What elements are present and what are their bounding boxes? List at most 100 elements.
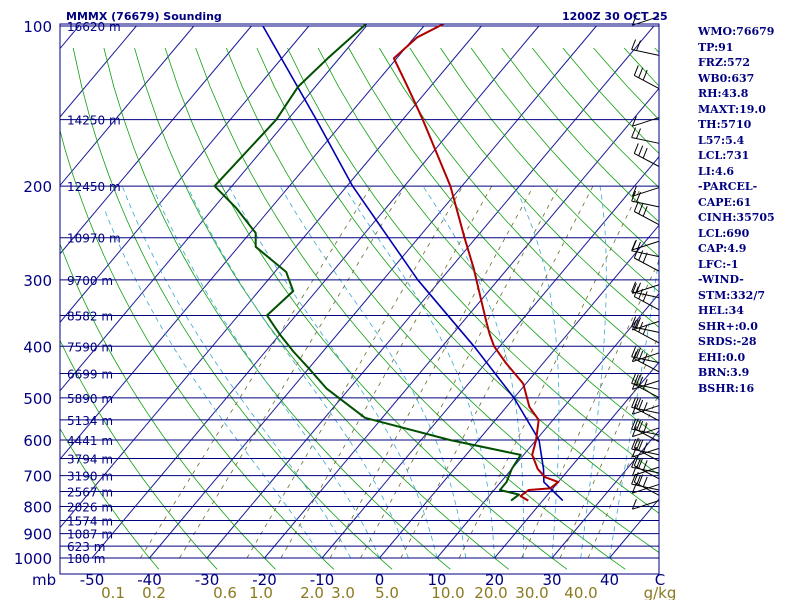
height-label: 1574 m [67, 514, 113, 528]
dry-adiabat-line [348, 47, 659, 401]
index-line: CAP:4.9 [698, 242, 747, 255]
wind-barb [633, 348, 660, 373]
wind-barb-feather [638, 350, 644, 362]
wind-barb-feather [633, 286, 639, 297]
wind-barb-feather [642, 442, 648, 453]
wind-barb-shaft [632, 187, 660, 197]
height-label: 4441 m [67, 434, 113, 448]
temperature-tick-label: 30 [542, 571, 561, 589]
temperature-tick-label: -50 [80, 571, 105, 589]
wind-barb-shaft [631, 49, 660, 56]
wind-barb-feather [638, 440, 644, 451]
isotherm-line [91, 25, 540, 559]
indices-panel: WMO:76679 TP:91 FRZ:572 WB0:637 RH:43.8 MAXT:… [698, 24, 798, 396]
wind-barb [633, 143, 660, 167]
wind-barb [631, 186, 660, 197]
wind-barb-shaft [631, 356, 660, 364]
wind-barb-feather [631, 319, 637, 331]
index-line: CAPE:61 [698, 195, 752, 209]
wind-barb-feather [633, 397, 639, 408]
wind-barb-feather [636, 458, 641, 469]
sounding-time: 1200Z 30 OCT 25 [562, 10, 668, 23]
wind-barb-feather [636, 282, 641, 293]
sounding-profiles [213, 24, 564, 502]
index-line: TP:91 [698, 40, 734, 54]
height-label: 3190 m [67, 470, 113, 484]
wind-barb-feather [636, 128, 641, 139]
mixing-ratio-line [140, 185, 372, 559]
wind-barb-feather [642, 423, 648, 434]
isotherm-line [60, 25, 482, 529]
wind-barb [631, 190, 660, 208]
wind-barb-shaft [632, 117, 660, 127]
wind-barb-feather [633, 348, 639, 359]
height-label: 7590 m [67, 340, 113, 354]
mixing-ratio-label: 5.0 [375, 584, 399, 600]
isotherm-line [60, 25, 310, 324]
wind-barb [633, 201, 660, 226]
mixing-ratio-label: g/kg [644, 584, 677, 600]
isobars [60, 25, 659, 559]
pressure-tick-label: 1000 [14, 550, 52, 568]
height-label: 2567 m [67, 486, 113, 500]
wind-barb-feather [633, 319, 639, 330]
index-line: EHI:0.0 [698, 350, 746, 364]
wind-barb-feather [631, 426, 637, 437]
dry-adiabat-line [195, 47, 626, 570]
dry-adiabat-line [440, 47, 659, 293]
wind-barb-feather [642, 206, 648, 217]
height-label: 12450 m [67, 180, 121, 194]
wind-barb [631, 438, 660, 456]
height-label: 5134 m [67, 414, 113, 428]
wind-barb [633, 319, 660, 344]
pressure-tick-label: 600 [23, 432, 52, 450]
wind-barb-feather [642, 324, 648, 335]
mixing-ratio-label: 0.1 [101, 584, 125, 600]
temperature-tick-label: -20 [252, 571, 277, 589]
dry-adiabat-line [72, 47, 393, 570]
wind-barb [631, 319, 660, 331]
wind-barb-feather [638, 145, 644, 156]
isotherm-line [60, 25, 137, 118]
index-line: LFC:-1 [698, 257, 739, 271]
index-line: BRN:3.9 [698, 366, 750, 379]
wind-barb-feather [642, 252, 648, 263]
wind-barb-feather [631, 186, 637, 197]
wind-barb-shaft [634, 447, 660, 462]
height-label: 623 m [67, 540, 105, 554]
dry-adiabat-line [60, 427, 160, 570]
wind-barb-shaft [632, 447, 660, 458]
pressure-unit-label: mb [32, 571, 56, 589]
wind-barb-feather [638, 321, 644, 333]
wind-barb-feather [636, 317, 641, 328]
wind-barb-feather [638, 288, 644, 300]
mixing-ratio-label: 1.0 [249, 584, 273, 600]
moist-adiabat-line [186, 185, 409, 559]
wind-barb-feather [636, 347, 641, 358]
dry-adiabat-line [317, 47, 659, 438]
isotherm-line [60, 25, 252, 255]
index-line: WMO:76679 [698, 25, 775, 38]
wind-barb [633, 397, 660, 422]
wind-barb [631, 373, 660, 390]
mixing-ratio-label: 2.0 [300, 584, 324, 600]
wind-barb-shaft [632, 320, 660, 331]
height-label: 3794 m [67, 452, 113, 466]
wind-barb-feather [631, 438, 637, 450]
wind-barb-feather [631, 281, 637, 292]
wind-barb-feather [631, 351, 637, 362]
station-title: MMMX (76679) Sounding [66, 10, 222, 23]
wind-barb-feather [638, 399, 644, 411]
dry-adiabat-line [470, 47, 659, 258]
wind-barb [631, 127, 660, 144]
moist-adiabat-line [103, 208, 323, 559]
index-line: STM:332/7 [698, 288, 765, 302]
wind-barb-feather [631, 316, 637, 327]
index-line: RH:43.8 [698, 87, 749, 100]
wind-barb [633, 455, 660, 480]
temperature-tick-label: 40 [600, 571, 619, 589]
wind-barb-feather [631, 457, 637, 468]
dry-adiabat-line [60, 243, 276, 570]
wind-barb-feather [638, 420, 644, 432]
isotherm-line [379, 224, 659, 559]
